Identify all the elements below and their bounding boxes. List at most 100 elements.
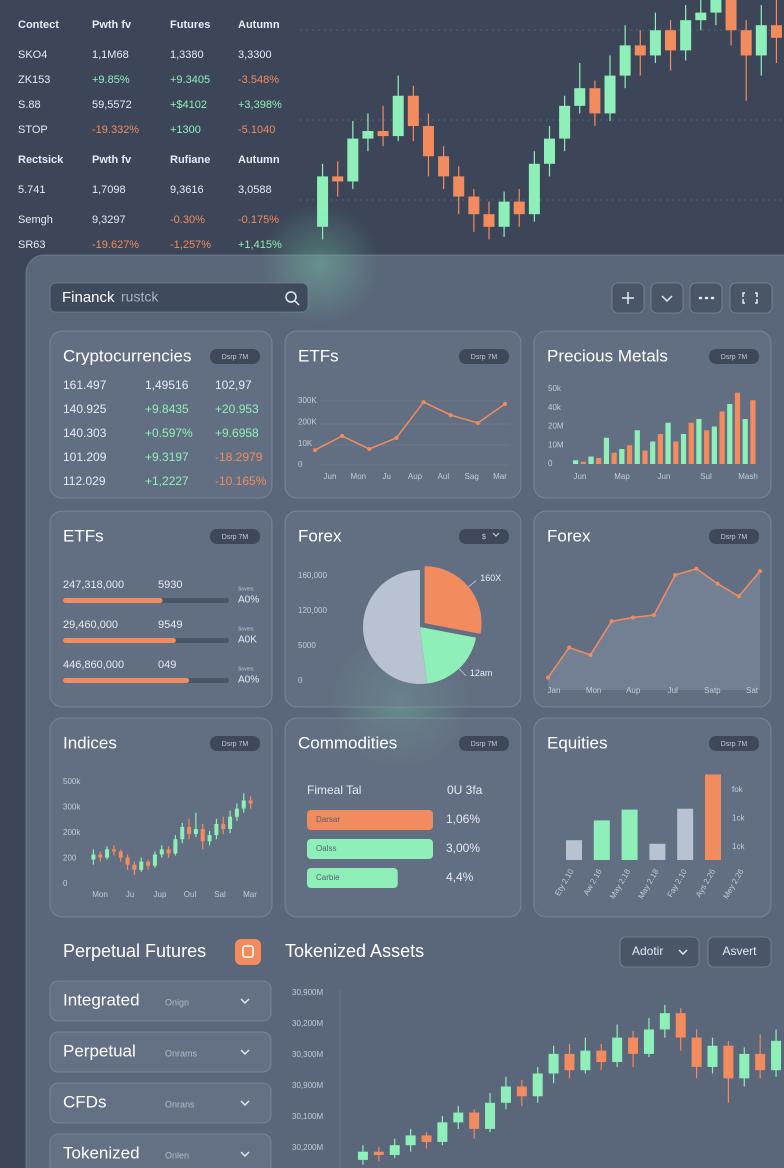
y-axis-label: 0 xyxy=(298,460,303,469)
x-axis-label: Jun xyxy=(324,472,337,481)
x-axis-label: Map xyxy=(614,472,630,481)
x-axis-label: Satp xyxy=(704,686,721,695)
commodity-change: 3,00% xyxy=(446,841,480,855)
button[interactable] xyxy=(619,936,700,968)
table-cell: S.88 xyxy=(18,99,41,111)
accordion-item[interactable] xyxy=(49,1133,272,1168)
y-axis-label: 200K xyxy=(298,417,317,426)
candle-body xyxy=(528,163,540,215)
candle-body xyxy=(612,1037,623,1063)
y-axis-label: 30,900M xyxy=(292,988,323,997)
commodities-header: 0U 3fa xyxy=(447,783,483,797)
pie-label: 160X xyxy=(480,573,501,583)
candle-body xyxy=(125,857,130,865)
x-axis-label: Jul xyxy=(668,686,678,695)
bar xyxy=(649,843,666,860)
accordion-item[interactable] xyxy=(49,1082,272,1124)
candle-body xyxy=(500,1086,511,1103)
x-axis-label: Aup xyxy=(626,686,641,695)
y-axis-label: 300K xyxy=(298,396,317,405)
toolbar xyxy=(611,282,773,314)
dropdown-button[interactable] xyxy=(650,282,684,314)
card-badge[interactable] xyxy=(459,736,509,751)
etf-count: 9549 xyxy=(158,619,182,631)
table-cell: -19.627% xyxy=(92,239,139,251)
candle-body xyxy=(498,201,510,227)
card-badge[interactable] xyxy=(709,349,759,364)
commodity-label: Darsar xyxy=(316,815,340,824)
x-axis-label: Oul xyxy=(184,890,197,899)
candle-body xyxy=(389,1145,400,1155)
candle-body xyxy=(241,800,246,809)
accordion-label: Tokenized xyxy=(63,1143,140,1162)
card-badge[interactable] xyxy=(709,736,759,751)
card xyxy=(49,510,273,708)
button[interactable] xyxy=(707,936,772,968)
card-badge[interactable] xyxy=(709,529,759,544)
point xyxy=(475,420,480,425)
table-cell: -0.30% xyxy=(170,214,205,226)
candle-body xyxy=(438,156,450,177)
y-axis-label: fok xyxy=(732,785,744,794)
etf-note: Sovers xyxy=(238,666,254,672)
y-axis-label: 160,000 xyxy=(298,571,327,580)
candle-body xyxy=(695,12,707,21)
card-badge[interactable] xyxy=(210,736,260,751)
commodity-bar xyxy=(307,810,433,830)
table-cell: 59,5572 xyxy=(92,99,132,111)
bar xyxy=(611,452,617,464)
x-axis-label: Sag xyxy=(465,472,479,481)
search-placeholder: rustck xyxy=(121,289,159,305)
candle-body xyxy=(91,854,96,860)
expand-icon xyxy=(742,292,758,304)
candle-body xyxy=(405,1135,416,1146)
point xyxy=(673,573,678,577)
card-badge-label: Dsrp 7M xyxy=(721,741,748,748)
y-axis-label: 0 xyxy=(548,459,553,468)
candle-body xyxy=(604,75,616,114)
x-axis-label: Aul xyxy=(438,472,450,481)
candle-body xyxy=(675,1013,686,1038)
search-box[interactable] xyxy=(49,282,309,313)
chevron-icon xyxy=(661,295,673,303)
point xyxy=(630,615,635,620)
candle-body xyxy=(362,131,374,139)
search-query: Financk xyxy=(62,289,115,306)
bar xyxy=(580,461,586,464)
bar xyxy=(657,434,663,464)
x-axis-label: Jan xyxy=(548,686,561,695)
progress-fill xyxy=(63,678,190,683)
leader-line xyxy=(458,668,467,677)
accordion-item[interactable] xyxy=(49,980,272,1022)
crypto-cell: 140.925 xyxy=(63,402,107,416)
card-badge[interactable] xyxy=(210,349,260,364)
card-title: Indices xyxy=(63,733,117,752)
candle-body xyxy=(187,826,192,835)
card xyxy=(533,510,772,708)
card-badge[interactable] xyxy=(459,529,509,544)
candle-body xyxy=(437,1122,448,1142)
bar xyxy=(696,419,702,464)
accordion-item[interactable] xyxy=(49,1031,272,1073)
candle-body xyxy=(559,105,571,139)
futures-icon[interactable] xyxy=(235,939,261,965)
y-axis-label: 20M xyxy=(548,422,564,431)
leader-line xyxy=(468,580,477,588)
candle-body xyxy=(132,864,137,870)
bar xyxy=(603,437,610,464)
candle-body xyxy=(422,126,434,157)
card-badge[interactable] xyxy=(459,349,509,364)
card-badge-label: Dsrp 7M xyxy=(222,354,249,361)
y-axis-label: 0 xyxy=(298,676,303,685)
candle-body xyxy=(152,854,157,866)
card xyxy=(533,717,772,918)
candle-body xyxy=(564,1053,575,1071)
candle-body xyxy=(770,25,782,38)
table-header: Autumn xyxy=(238,19,280,31)
candle-body xyxy=(548,1053,559,1074)
card-badge[interactable] xyxy=(210,529,260,544)
expand-button[interactable] xyxy=(729,282,773,314)
commodity-change: 1,06% xyxy=(446,812,480,826)
table-cell: +9.3405 xyxy=(170,74,210,86)
plus-icon xyxy=(622,292,634,304)
